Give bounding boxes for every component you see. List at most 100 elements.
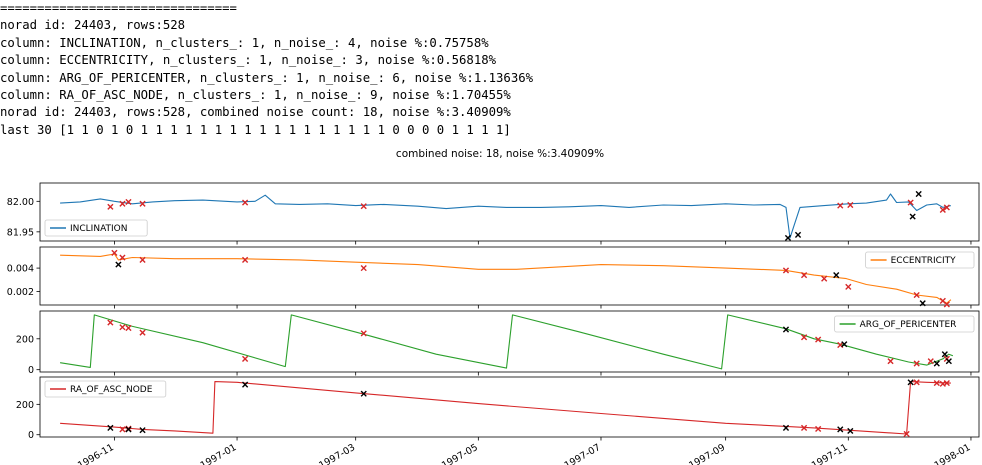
legend: RA_OF_ASC_NODE	[44, 380, 167, 398]
noise-marker-black	[782, 326, 790, 333]
console-line: ================================	[0, 1, 237, 15]
noise-marker-red	[139, 256, 146, 263]
x-tick-label: 1997-11	[810, 442, 850, 465]
noise-marker-red	[119, 426, 126, 433]
noise-marker-black	[115, 261, 122, 268]
axes-frame	[39, 376, 980, 438]
x-tick-label: 1998-01	[933, 442, 973, 465]
legend-box	[865, 251, 975, 269]
console-line: norad id: 24403, rows:528	[0, 18, 186, 33]
noise-marker-black	[794, 231, 802, 238]
noise-marker-red	[913, 291, 920, 299]
x-tick-label: 1997-05	[440, 442, 480, 465]
axes-frame	[39, 182, 980, 242]
noise-marker-red	[241, 355, 249, 362]
noise-marker-black	[837, 426, 844, 433]
y-tick-label: 0.002	[7, 287, 34, 298]
subplots: 81.95 82.00 INCLINATION 0.002 0.004 ECCENTRIC…	[7, 182, 980, 441]
y-tick-label: 200	[16, 334, 34, 345]
noise-marker-red	[241, 199, 249, 206]
series-line	[60, 314, 954, 370]
x-tick-label: 1997-01	[199, 442, 239, 465]
y-tick-label: 0.004	[7, 264, 34, 275]
y-tick-label: 0	[28, 365, 34, 376]
noise-marker-red	[139, 329, 146, 336]
noise-marker-black	[909, 213, 916, 220]
legend-label: ECCENTRICITY	[891, 256, 957, 266]
x-tick-label: 1997-07	[563, 442, 603, 465]
noise-marker-red	[241, 256, 249, 263]
noise-marker-black	[360, 390, 367, 397]
noise-marker-red	[782, 267, 790, 274]
noise-marker-black	[107, 424, 114, 431]
console-line: column: INCLINATION, n_clusters_: 1, n_n…	[0, 35, 489, 50]
noise-marker-red	[913, 360, 920, 367]
x-tick-label: 1997-09	[687, 442, 727, 465]
y-tick-label: 82.00	[7, 197, 34, 208]
x-tick-label: 1997-03	[317, 442, 357, 465]
console-line: column: RA_OF_ASC_NODE, n_clusters_: 1, …	[0, 88, 511, 103]
noise-marker-red	[360, 203, 367, 210]
noise-marker-red	[360, 330, 367, 337]
noise-marker-red	[845, 283, 852, 290]
subplot-arg-of-pericenter: 0 200 ARG_OF_PERICENTER	[16, 310, 980, 376]
noise-marker-red	[119, 324, 126, 331]
series-line	[60, 381, 951, 435]
y-tick-label: 81.95	[7, 227, 34, 238]
noise-marker-red	[943, 301, 950, 308]
noise-marker-red	[360, 264, 367, 272]
noise-marker-black	[907, 379, 914, 386]
noise-marker-red	[119, 254, 126, 261]
legend: ECCENTRICITY	[865, 251, 975, 269]
noise-marker-black	[847, 427, 854, 435]
noise-marker-red	[125, 198, 132, 206]
noise-marker-black	[945, 358, 952, 365]
noise-marker-red	[815, 425, 822, 433]
subplot-ra-of-asc-node: 0 200 RA_OF_ASC_NODE	[16, 376, 980, 441]
legend-box	[44, 219, 148, 237]
noise-marker-red	[927, 358, 934, 365]
noise-marker-red	[821, 275, 828, 282]
legend-label: ARG_OF_PERICENTER	[860, 320, 957, 330]
subplot-eccentricity: 0.002 0.004 ECCENTRICITY	[7, 246, 980, 309]
noise-marker-red	[111, 249, 118, 256]
noise-marker-red	[815, 336, 822, 343]
noise-marker-red	[800, 424, 808, 431]
noise-marker-red	[903, 430, 910, 438]
noise-marker-red	[887, 358, 894, 365]
noise-marker-red	[107, 203, 114, 210]
legend: ARG_OF_PERICENTER	[834, 315, 975, 333]
noise-marker-black	[784, 234, 792, 242]
noise-marker-red	[913, 379, 920, 386]
noise-marker-black	[933, 360, 940, 367]
console-line: column: ARG_OF_PERICENTER, n_clusters_: …	[0, 70, 534, 85]
noise-marker-red	[939, 206, 946, 213]
legend-label: INCLINATION	[70, 224, 128, 234]
subplot-inclination: 81.95 82.00 INCLINATION	[7, 182, 980, 245]
legend-box	[834, 315, 975, 333]
noise-marker-red	[107, 319, 114, 326]
noise-marker-black	[915, 190, 922, 198]
noise-marker-red	[125, 324, 132, 332]
legend: INCLINATION	[44, 219, 148, 237]
noise-marker-red	[800, 272, 808, 279]
noise-marker-black	[833, 272, 840, 279]
noise-marker-red	[907, 199, 914, 206]
x-tick-label: 1996-11	[76, 442, 116, 465]
y-tick-label: 0	[28, 430, 34, 441]
noise-marker-black	[941, 351, 948, 358]
legend-box	[44, 380, 167, 398]
noise-marker-red	[139, 200, 146, 207]
console-line: norad id: 24403, rows:528, combined nois…	[0, 105, 511, 120]
noise-marker-red	[119, 200, 126, 207]
console-line: last 30 [1 1 0 1 0 1 1 1 1 1 1 1 1 1 1 1…	[0, 122, 511, 137]
noise-marker-red	[943, 379, 950, 387]
console-output: ================================ norad id…	[0, 0, 533, 139]
noise-marker-red	[943, 204, 950, 211]
legend-label: RA_OF_ASC_NODE	[70, 385, 153, 395]
noise-marker-red	[847, 201, 854, 209]
series-line	[60, 253, 952, 304]
noise-marker-red	[837, 202, 844, 209]
chart-title: combined noise: 18, noise %:3.40909%	[396, 148, 604, 160]
